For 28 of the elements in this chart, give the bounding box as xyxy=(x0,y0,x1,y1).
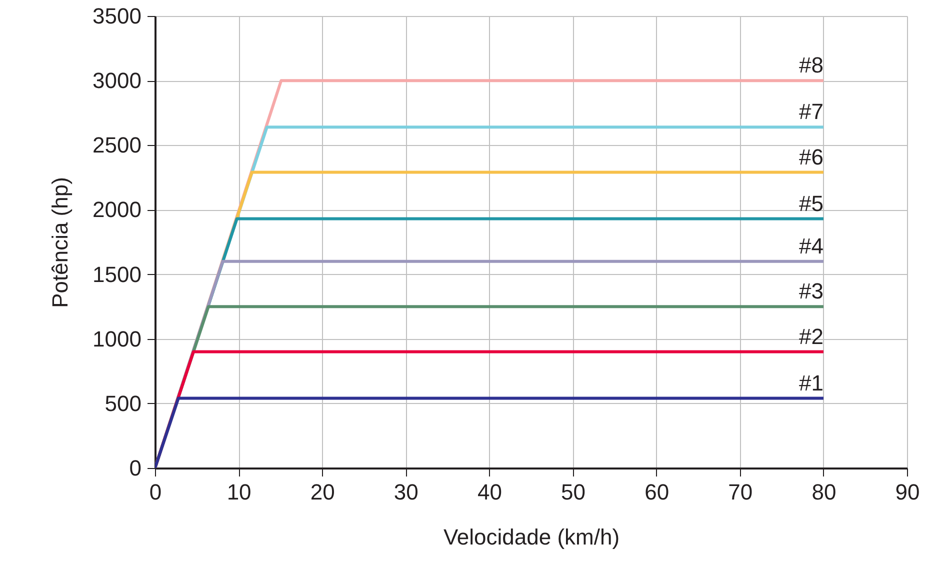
series-label: #2 xyxy=(798,324,824,349)
series-label: #7 xyxy=(798,99,824,124)
series-label: #5 xyxy=(798,190,824,216)
series-label: #1 xyxy=(798,370,824,396)
y-tick-label: 500 xyxy=(104,390,142,416)
series-label: #3 xyxy=(798,278,824,304)
y-tick-label: 3500 xyxy=(92,4,142,28)
y-tick-label: 1000 xyxy=(92,326,142,352)
x-tick-label: 0 xyxy=(149,480,162,504)
y-axis-title: Potência (hp) xyxy=(48,177,73,308)
y-tick-label: 0 xyxy=(129,456,142,480)
x-tick-label: 20 xyxy=(310,480,335,504)
x-tick-label: 40 xyxy=(477,480,502,504)
x-tick-label: 30 xyxy=(394,480,418,504)
y-tick-label: 2500 xyxy=(92,132,142,158)
y-tick-label: 2000 xyxy=(92,197,142,222)
x-tick-label: 80 xyxy=(812,480,836,504)
series-label: #6 xyxy=(798,144,824,170)
x-tick-label: 50 xyxy=(561,480,586,504)
series-label: #8 xyxy=(798,52,824,78)
series-label: #4 xyxy=(798,233,824,258)
x-tick-label: 70 xyxy=(728,480,753,504)
x-axis-title: Velocidade (km/h) xyxy=(443,524,620,550)
x-tick-label: 90 xyxy=(895,480,920,504)
x-tick-label: 60 xyxy=(644,480,670,504)
y-tick-label: 3000 xyxy=(92,68,142,94)
x-tick-label: 10 xyxy=(226,480,252,504)
y-tick-label: 1500 xyxy=(92,262,142,287)
